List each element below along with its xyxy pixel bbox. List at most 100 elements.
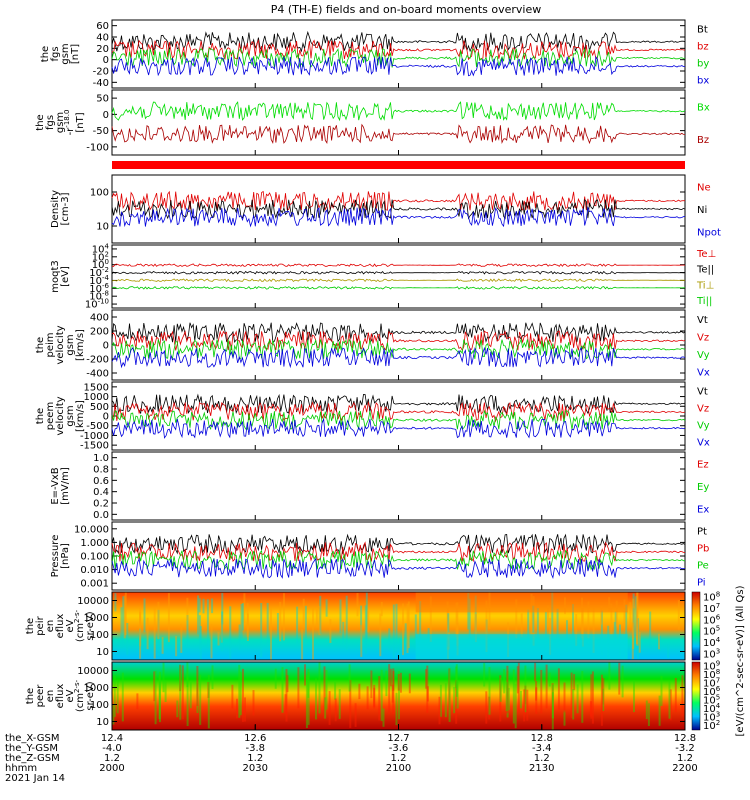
spectrogram-stripe [505,681,508,712]
series-vt [111,322,686,343]
y-axis-label-line: the [35,114,46,130]
spectrogram-stripe [581,671,584,723]
y-tick-label: 40 [96,33,109,44]
spectrogram-stripe [207,682,210,698]
spectrogram-stripe [455,664,458,697]
y-axis-label-line: en [45,690,56,703]
spectrogram-stripe [189,682,192,709]
spectrogram-stripe [266,602,269,644]
spectrogram-stripe [385,670,388,697]
y-tick-label: 0.2 [93,499,109,510]
footer-row-label: 2021 Jan 14 [5,773,65,784]
spectrogram-stripe [635,596,638,636]
spectrogram-stripe [221,592,224,625]
spectrogram-stripe [243,593,246,624]
y-axis-label-line: fgs [45,115,56,130]
spectrogram-stripe [296,606,299,644]
spectrogram-stripe [284,694,287,715]
footer-value-x: 12.4 [101,733,123,744]
spectrogram-stripe [468,598,471,646]
y-tick-label: -1500 [80,441,109,452]
legend-pe: Pe [697,561,709,572]
spectrogram-stripe [456,681,459,709]
spectrogram-stripe [629,602,632,628]
series-bz [111,123,686,145]
spectrogram-stripe [338,689,341,719]
y-axis-label-line: peir [35,615,46,635]
y-tick-label: 10000 [77,596,109,607]
spectrogram-stripe [547,605,549,627]
y-axis-label-line: gsm [65,334,76,355]
spectrogram-stripe [625,604,628,659]
panel-frame [111,451,686,521]
spectrogram-stripe [526,689,529,721]
y-tick-label: 200 [90,327,109,338]
y-tick-label: 1.000 [80,538,109,549]
colorbar-tick-label: 102 [703,719,720,732]
y-tick-label: 0.6 [93,476,109,487]
spectrogram-stripe [325,599,328,617]
y-axis-label: Density [cm-3] [50,190,71,228]
spectrogram-stripe [236,698,238,719]
y-tick-label: 10-2 [89,266,109,279]
colorbar-tick-label: 106 [703,685,721,698]
y-axis-label-line: eflux [55,684,66,709]
y-tick-label: -1000 [80,431,109,442]
colorbar-tick-label: 107 [703,676,720,689]
footer-value-x: 12.8 [674,733,696,744]
footer-value-z: 1.2 [104,753,120,764]
spectrogram-stripe [589,701,592,717]
spectrogram-stripe [146,617,149,650]
legend-vx: Vx [697,438,710,449]
spectrogram-stripe [633,679,635,713]
spectrogram-stripe [196,682,199,713]
spectrogram-stripe [324,697,327,719]
spectrogram-stripe [180,623,183,653]
series-vz [111,400,686,423]
spectrogram-stripe [186,615,189,649]
legend-ex: Ex [697,505,709,516]
spectrogram-stripe [286,675,289,693]
legend-ne: Ne [697,182,711,193]
spectrogram-stripe [339,599,342,634]
spectrogram-stripe [517,662,520,713]
y-tick-label: -200 [86,355,109,366]
spectrogram-stripe [397,674,400,691]
y-tick-label: 60 [96,21,109,32]
footer-value-x: 12.8 [531,733,553,744]
spectrogram-stripe [488,696,491,720]
y-tick-label: -40 [93,78,109,89]
spectrogram-stripe [279,602,282,642]
y-tick-label: -50 [93,126,109,137]
spectrogram-stripe [244,697,246,722]
spectrogram-stripe [681,675,684,717]
spectrogram-stripe [551,684,554,719]
y-axis-label-line: peim [45,332,56,357]
spectrogram-stripe [246,613,249,641]
y-tick-label: 0.4 [93,487,109,498]
spectrogram-stripe [199,674,202,725]
colorbar-tick-label: 108 [703,591,720,604]
spectrogram-stripe [164,681,167,702]
spectrogram-stripe [186,677,189,726]
spectrogram-stripe [392,668,395,715]
spectrogram-stripe [356,593,359,617]
panel-frame [111,19,686,89]
spectrogram-stripe [217,631,220,646]
spectrogram-stripe [179,665,182,720]
series-te [111,263,685,267]
series-bx [111,55,685,77]
spectrogram-stripe [365,592,368,642]
spectrogram-stripe [503,669,506,694]
spectrogram-stripe [545,664,548,709]
y-axis-label-line: [km/s] [75,329,86,361]
spectrogram-stripe [395,603,398,653]
spectrogram-stripe [360,624,363,657]
spectrogram-stripe [590,674,593,719]
spectrogram-stripe [645,700,648,720]
spectrogram-stripe [124,592,127,635]
panel-frame [111,381,686,451]
spectrogram-stripe [499,677,502,702]
